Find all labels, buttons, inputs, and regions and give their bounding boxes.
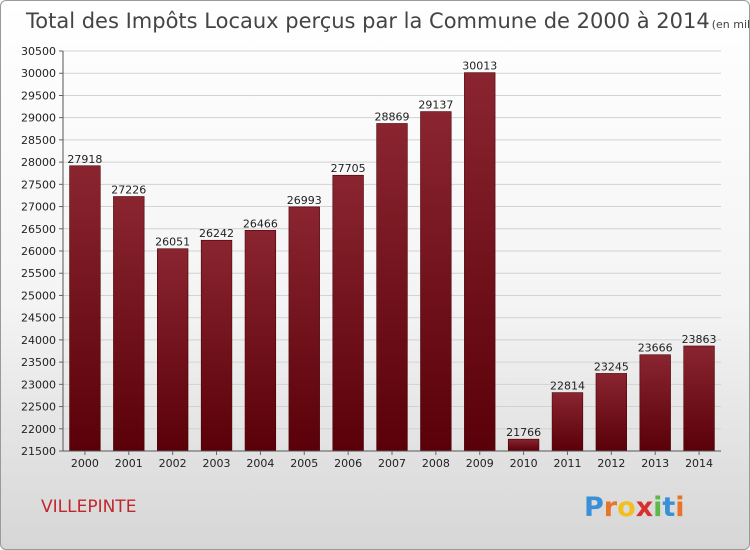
y-tick-label: 24500	[21, 312, 56, 325]
bars: 27918 27226 26051 26242 26466 26993 27705 28869…	[67, 60, 717, 452]
value-label-2005: 26993	[287, 194, 322, 207]
bar-2014	[683, 345, 715, 452]
bar-2005	[288, 206, 320, 452]
chart-title-text: Total des Impôts Locaux perçus par la Co…	[25, 9, 710, 33]
y-tick-label: 27500	[21, 178, 56, 191]
proxiti-logo: Proxiti	[584, 492, 685, 523]
value-label-2004: 26466	[243, 217, 278, 230]
bar-2010	[507, 438, 540, 452]
x-tick-label-2011: 2011	[553, 457, 581, 470]
y-tick-label: 24000	[21, 334, 56, 347]
x-tick-label-2007: 2007	[378, 457, 406, 470]
value-label-2008: 29137	[418, 99, 453, 112]
y-tick-label: 22000	[21, 423, 56, 436]
value-label-2012: 23245	[594, 360, 629, 373]
bar-2013	[639, 354, 671, 452]
bar-2003	[200, 239, 233, 452]
y-tick-label: 26000	[21, 245, 56, 258]
y-tick-label: 25000	[21, 289, 56, 302]
x-tick-label-2012: 2012	[597, 457, 625, 470]
x-tick-label-2010: 2010	[510, 457, 538, 470]
logo-letter: o	[617, 492, 636, 523]
unit-note: (en milliers d'€)	[712, 18, 750, 31]
bar-2012	[595, 373, 627, 452]
commune-name: VILLEPINTE	[41, 497, 136, 517]
x-tick-label-2001: 2001	[115, 457, 143, 470]
y-tick-label: 22500	[21, 401, 56, 414]
bar-2004	[244, 229, 277, 452]
x-tick-label-2013: 2013	[641, 457, 669, 470]
x-tick-label-2009: 2009	[466, 457, 494, 470]
y-tick-label: 30500	[21, 45, 56, 58]
y-tick-label: 30000	[21, 67, 56, 80]
x-tick-label-2002: 2002	[159, 457, 187, 470]
logo-letter: t	[662, 492, 675, 523]
value-label-2000: 27918	[67, 153, 102, 166]
y-tick-label: 23500	[21, 356, 56, 369]
x-axis: 2000 2001 2002 2003 2004 2005 2006 2007 2008 2009…	[63, 450, 721, 470]
bar-2006	[332, 174, 364, 452]
logo-letter: x	[636, 492, 653, 523]
y-tick-label: 29500	[21, 89, 56, 102]
x-tick-label-2000: 2000	[71, 457, 99, 470]
value-label-2003: 26242	[199, 227, 234, 240]
x-tick-label-2014: 2014	[685, 457, 713, 470]
y-tick-label: 28000	[21, 156, 56, 169]
x-tick-label-2006: 2006	[334, 457, 362, 470]
y-tick-label: 26500	[21, 223, 56, 236]
y-tick-label: 29000	[21, 112, 56, 125]
chart-title: Total des Impôts Locaux perçus par la Co…	[25, 9, 750, 33]
x-tick-label-2004: 2004	[246, 457, 274, 470]
logo-letter: P	[584, 492, 604, 523]
x-tick-label-2005: 2005	[290, 457, 318, 470]
logo-letter: i	[675, 492, 684, 523]
bar-2002	[157, 248, 189, 452]
y-axis: 21500 22000 22500 23000 23500 24000 24500 25000…	[21, 45, 64, 458]
logo-letter: r	[604, 492, 618, 523]
value-label-2001: 27226	[111, 184, 146, 197]
value-label-2010: 21766	[506, 426, 541, 439]
bar-2009	[464, 72, 496, 452]
bar-2000	[69, 165, 101, 452]
value-label-2009: 30013	[462, 60, 497, 73]
y-tick-label: 23000	[21, 378, 56, 391]
bar-2001	[113, 196, 145, 452]
value-label-2006: 27705	[331, 162, 366, 175]
value-label-2002: 26051	[155, 236, 190, 249]
value-label-2011: 22814	[550, 380, 585, 393]
value-label-2007: 28869	[375, 110, 410, 123]
y-tick-label: 25500	[21, 267, 56, 280]
value-label-2014: 23863	[682, 333, 717, 346]
y-tick-label: 28500	[21, 134, 56, 147]
bar-2011	[551, 392, 584, 452]
value-label-2013: 23666	[638, 342, 673, 355]
x-tick-label-2008: 2008	[422, 457, 450, 470]
logo-letter: i	[653, 492, 662, 523]
bar-2007	[376, 123, 408, 452]
x-tick-label-2003: 2003	[203, 457, 231, 470]
y-tick-label: 27000	[21, 201, 56, 214]
bar-2008	[420, 111, 452, 452]
y-tick-label: 21500	[21, 445, 56, 458]
